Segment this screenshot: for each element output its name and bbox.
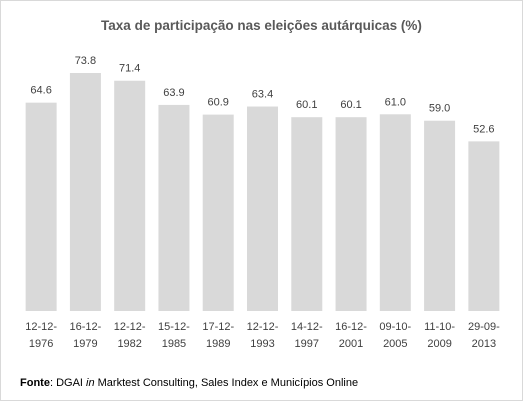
data-label: 63.9 — [163, 87, 184, 99]
source-text-before: : DGAI — [49, 377, 87, 389]
data-label: 60.1 — [296, 99, 317, 111]
bar — [335, 117, 367, 311]
x-tick-label: 09-10- — [379, 321, 411, 333]
x-tick-label: 1993 — [250, 338, 274, 350]
x-tick-label: 16-12- — [335, 321, 367, 333]
bar — [247, 106, 278, 311]
chart-title: Taxa de participação nas eleições autárq… — [101, 18, 422, 33]
data-label: 73.8 — [75, 55, 96, 67]
bar — [291, 117, 323, 311]
source-label: Fonte — [20, 377, 50, 389]
x-tick-label: 2013 — [472, 338, 496, 350]
x-tick-label: 2001 — [339, 338, 363, 350]
x-tick-label: 15-12- — [158, 321, 190, 333]
bar — [158, 104, 190, 312]
x-tick-label: 1989 — [206, 338, 230, 350]
x-tick-label: 29-09- — [468, 321, 500, 333]
x-tick-label: 1997 — [295, 338, 319, 350]
bar — [69, 73, 101, 311]
data-label: 64.6 — [30, 85, 51, 97]
x-tick-label: 17-12- — [202, 321, 234, 333]
bar — [25, 102, 57, 312]
x-tick-label: 1976 — [29, 338, 53, 350]
bar — [424, 120, 456, 311]
x-tick-label: 2005 — [383, 338, 407, 350]
source-note: Fonte: DGAI in Marktest Consulting, Sale… — [20, 377, 358, 389]
x-tick-label: 12-12- — [247, 321, 279, 333]
data-label: 60.1 — [340, 99, 361, 111]
x-tick-label: 16-12- — [70, 321, 102, 333]
x-tick-label: 1982 — [117, 338, 141, 350]
x-tick-label: 12-12- — [114, 321, 146, 333]
data-label: 63.4 — [252, 89, 273, 101]
source-text-after: Marktest Consulting, Sales Index e Munic… — [94, 377, 359, 389]
data-label: 71.4 — [119, 63, 140, 75]
x-tick-label: 14-12- — [291, 321, 323, 333]
bar — [468, 141, 500, 311]
data-label: 61.0 — [385, 96, 406, 108]
bar — [114, 80, 146, 311]
x-tick-label: 11-10- — [424, 321, 455, 333]
x-tick-label: 2009 — [427, 338, 451, 350]
data-label: 60.9 — [208, 97, 229, 109]
source-italic: in — [86, 377, 95, 389]
x-tick-label: 1979 — [73, 338, 97, 350]
data-label: 59.0 — [429, 103, 450, 115]
bar-plot: 64.6 12-12- 1976 73.8 16-12- 1979 71.4 12-12- 19… — [25, 55, 500, 350]
bar — [202, 114, 234, 311]
x-tick-label: 12-12- — [25, 321, 57, 333]
x-tick-label: 1985 — [162, 338, 186, 350]
bar — [379, 114, 411, 311]
data-label: 52.6 — [473, 123, 494, 135]
